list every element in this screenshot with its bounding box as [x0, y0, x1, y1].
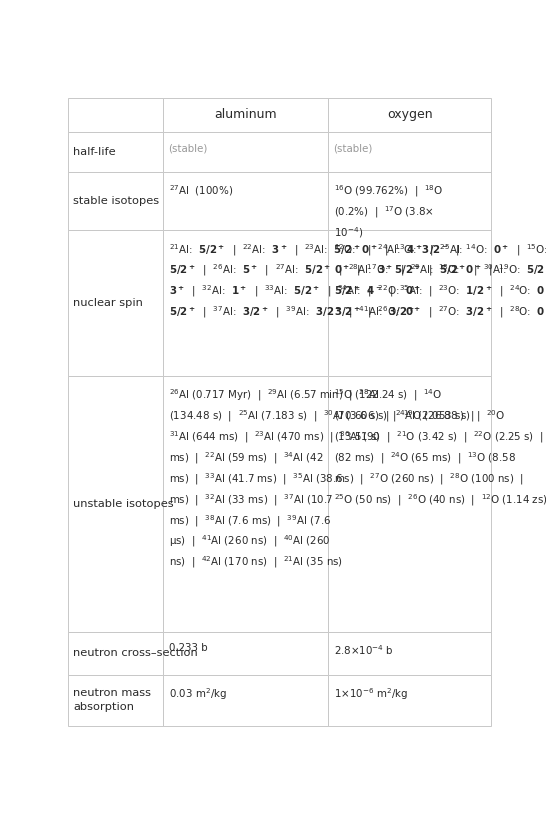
Text: $^{12}$O:  $\mathbf{0^+}$  |  $^{13}$O:  $\mathbf{3/2^-}$  |  $^{14}$O:  $\mathb: $^{12}$O: $\mathbf{0^+}$ | $^{13}$O: $\m… — [334, 242, 546, 320]
Bar — [68, 675, 163, 726]
Text: nuclear spin: nuclear spin — [73, 299, 143, 308]
Text: half-life: half-life — [73, 147, 116, 157]
Bar — [68, 172, 163, 230]
Text: oxygen: oxygen — [387, 109, 433, 122]
Bar — [163, 98, 329, 132]
Bar — [68, 230, 163, 376]
Bar — [329, 172, 491, 230]
Text: stable isotopes: stable isotopes — [73, 197, 159, 206]
Text: 0.03 m$^2$/kg: 0.03 m$^2$/kg — [169, 685, 227, 702]
Text: (stable): (stable) — [334, 143, 373, 153]
Bar — [163, 172, 329, 230]
Bar — [68, 376, 163, 632]
Text: 2.8×10$^{-4}$ b: 2.8×10$^{-4}$ b — [334, 643, 393, 657]
Text: aluminum: aluminum — [215, 109, 277, 122]
Bar — [163, 376, 329, 632]
Bar — [68, 132, 163, 172]
Text: $^{15}$O (122.24 s)  |  $^{14}$O
(70.606 s)  |  $^{19}$O (26.88 s)  |  $^{20}$O
: $^{15}$O (122.24 s) | $^{14}$O (70.606 s… — [334, 388, 546, 508]
Bar — [163, 632, 329, 675]
Text: $^{26}$Al (0.717 Myr)  |  $^{29}$Al (6.57 min)  |  $^{28}$Al
(134.48 s)  |  $^{2: $^{26}$Al (0.717 Myr) | $^{29}$Al (6.57 … — [169, 388, 474, 570]
Bar — [329, 675, 491, 726]
Text: $^{16}$O (99.762%)  |  $^{18}$O
(0.2%)  |  $^{17}$O (3.8×
10$^{-4}$): $^{16}$O (99.762%) | $^{18}$O (0.2%) | $… — [334, 184, 443, 240]
Bar — [163, 675, 329, 726]
Text: $^{21}$Al:  $\mathbf{5/2^+}$  |  $^{22}$Al:  $\mathbf{3^+}$  |  $^{23}$Al:  $\ma: $^{21}$Al: $\mathbf{5/2^+}$ | $^{22}$Al:… — [169, 242, 506, 320]
Bar — [329, 230, 491, 376]
Bar — [329, 98, 491, 132]
Bar — [329, 132, 491, 172]
Text: (stable): (stable) — [169, 143, 208, 153]
Text: neutron cross–section: neutron cross–section — [73, 648, 198, 659]
Text: $^{27}$Al  (100%): $^{27}$Al (100%) — [169, 184, 233, 198]
Bar — [68, 632, 163, 675]
Bar — [163, 230, 329, 376]
Bar — [163, 132, 329, 172]
Bar — [68, 98, 163, 132]
Bar — [329, 632, 491, 675]
Text: 0.233 b: 0.233 b — [169, 643, 207, 653]
Text: 1×10$^{-6}$ m$^2$/kg: 1×10$^{-6}$ m$^2$/kg — [334, 685, 408, 702]
Bar — [329, 376, 491, 632]
Text: neutron mass
absorption: neutron mass absorption — [73, 689, 151, 712]
Text: unstable isotopes: unstable isotopes — [73, 499, 174, 509]
